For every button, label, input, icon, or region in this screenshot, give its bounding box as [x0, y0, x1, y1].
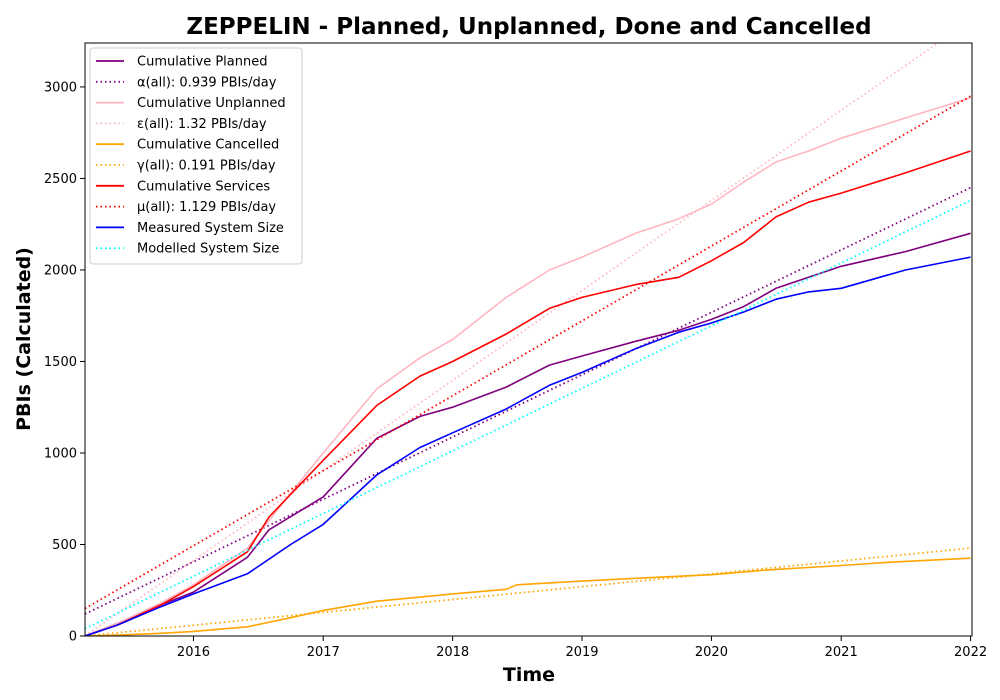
- x-tick-label: 2016: [177, 645, 210, 660]
- legend-entry: Modelled System Size: [137, 242, 279, 257]
- legend-entry: Cumulative Planned: [137, 55, 267, 70]
- legend-entry: Cumulative Cancelled: [137, 138, 279, 153]
- series-line-2: [85, 97, 971, 636]
- x-tick-label: 2019: [565, 645, 598, 660]
- y-tick-label: 2500: [44, 172, 77, 187]
- legend: Cumulative Planned α(all): 0.939 PBIs/day…: [89, 47, 303, 265]
- x-tick-label: 2017: [307, 645, 340, 660]
- legend-box: [89, 47, 303, 265]
- legend-entry: μ(all): 1.129 PBIs/day: [137, 200, 276, 215]
- y-tick-label: 1500: [44, 355, 77, 370]
- y-tick-label: 0: [69, 630, 77, 645]
- chart-title: ZEPPELIN - Planned, Unplanned, Done and …: [186, 14, 871, 40]
- x-axis-label: Time: [503, 664, 555, 686]
- legend-entry: Measured System Size: [137, 221, 284, 236]
- series-line-4: [85, 557, 971, 636]
- plot-frame: [84, 42, 973, 637]
- x-tick-label: 2018: [436, 645, 469, 660]
- y-tick-label: 2000: [44, 263, 77, 278]
- y-tick-label: 1000: [44, 446, 77, 461]
- series-line-6: [85, 150, 971, 636]
- series-line-0: [85, 232, 971, 636]
- series-line-1: [85, 186, 971, 615]
- axis-ticks: 2016 2017 2018 2019 2020 2021 2022 0 500 1000 1500…: [44, 80, 987, 660]
- legend-entry: Cumulative Unplanned: [137, 96, 286, 111]
- x-tick-label: 2021: [825, 645, 858, 660]
- x-tick-label: 2022: [954, 645, 987, 660]
- series-line-9: [85, 199, 971, 630]
- legend-entry: ε(all): 1.32 PBIs/day: [137, 117, 267, 132]
- y-tick-label: 500: [52, 538, 77, 553]
- y-axis-label: PBIs (Calculated): [13, 247, 35, 431]
- legend-entry: Cumulative Services: [137, 179, 270, 194]
- legend-entry: γ(all): 0.191 PBIs/day: [137, 159, 276, 174]
- legend-entry: α(all): 0.939 PBIs/day: [137, 75, 277, 90]
- y-tick-label: 3000: [44, 80, 77, 95]
- series-line-8: [85, 256, 971, 636]
- plot-area: [85, 43, 972, 636]
- series-line-5: [85, 547, 971, 636]
- x-tick-label: 2020: [695, 645, 728, 660]
